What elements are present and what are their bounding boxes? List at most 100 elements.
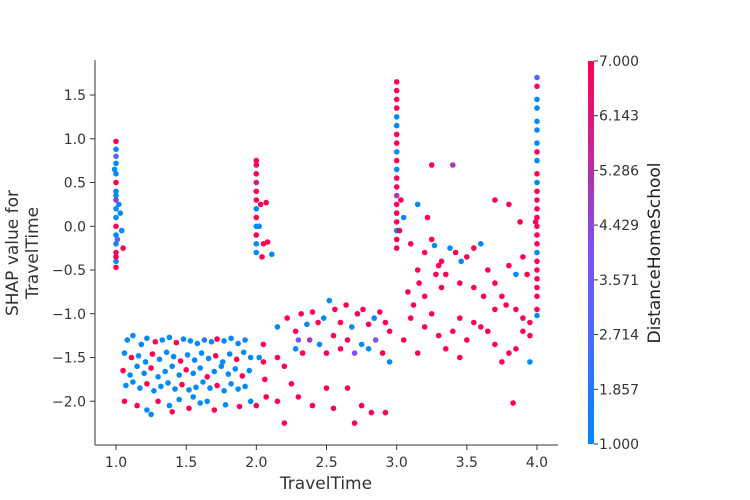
data-point (233, 356, 240, 363)
data-point (113, 197, 119, 203)
y-tick-label: −2.0 (52, 394, 86, 410)
data-point (218, 363, 225, 370)
data-point (211, 368, 218, 375)
data-point (393, 96, 400, 103)
data-point (253, 214, 260, 221)
data-point (113, 192, 119, 199)
data-point (534, 206, 540, 212)
data-point (520, 254, 526, 260)
y-tick-label: −1.5 (52, 351, 86, 367)
data-point (260, 241, 267, 247)
data-point (527, 319, 533, 326)
data-point (144, 335, 150, 342)
data-point (447, 245, 453, 251)
data-point (263, 394, 270, 400)
data-point (424, 214, 431, 221)
data-point (478, 324, 484, 330)
data-point (292, 328, 299, 335)
data-point (503, 302, 509, 308)
data-point (253, 188, 260, 195)
data-point (176, 396, 182, 403)
data-point (212, 353, 219, 359)
data-point (200, 379, 206, 385)
data-point (134, 402, 140, 409)
y-axis-label-line-1: SHAP value for (3, 190, 23, 316)
data-point (134, 363, 140, 370)
data-point (187, 338, 194, 344)
data-point (253, 157, 260, 164)
data-point (485, 267, 491, 273)
data-point (123, 382, 129, 389)
data-point (242, 337, 248, 343)
data-point (306, 337, 313, 343)
data-point (457, 315, 463, 321)
data-point (330, 405, 337, 412)
colorbar-tick-label: 7.000 (599, 54, 639, 70)
data-point (534, 188, 540, 195)
data-point (534, 249, 540, 256)
data-point (170, 353, 177, 360)
data-point (121, 398, 128, 405)
data-point (225, 371, 232, 377)
data-point (111, 166, 118, 173)
data-point (257, 201, 264, 208)
data-point (204, 374, 210, 380)
data-point (510, 400, 516, 406)
data-point (534, 83, 540, 90)
data-point (393, 201, 400, 208)
data-point (190, 394, 196, 400)
data-point (309, 402, 316, 409)
data-point (235, 340, 241, 347)
data-point (323, 385, 330, 391)
data-point (113, 188, 119, 195)
colorbar-tick-label: 3.571 (599, 273, 639, 289)
data-point (534, 157, 540, 164)
data-point (180, 336, 187, 342)
data-point (148, 365, 154, 371)
data-point (358, 341, 365, 348)
colorbar-tick-label: 6.143 (599, 109, 639, 125)
data-point (130, 332, 136, 339)
data-point (393, 157, 400, 164)
data-point (492, 197, 498, 203)
data-point (309, 309, 316, 315)
data-point (421, 249, 428, 256)
data-point (288, 381, 295, 387)
data-point (221, 388, 227, 394)
data-point (316, 341, 323, 348)
data-point (354, 311, 361, 317)
data-point (386, 328, 393, 335)
data-point (205, 355, 212, 362)
data-point (191, 357, 198, 363)
data-point (527, 359, 533, 365)
data-point (534, 171, 540, 177)
data-point (120, 245, 126, 251)
data-point (247, 354, 254, 361)
data-point (471, 245, 477, 251)
data-point (405, 289, 411, 295)
data-point (226, 351, 233, 357)
data-point (256, 354, 263, 361)
data-point (114, 236, 121, 243)
data-point (242, 383, 248, 390)
data-point (343, 302, 349, 308)
data-point (393, 79, 400, 85)
data-point (326, 297, 333, 304)
data-point (253, 402, 260, 409)
y-tick-label: 1.0 (64, 132, 86, 148)
data-point (398, 197, 404, 203)
data-point (152, 339, 159, 345)
data-point (492, 341, 498, 348)
colorbar-tick-label: 4.429 (599, 218, 639, 234)
data-point (414, 201, 421, 208)
data-point (393, 131, 400, 138)
data-point (458, 258, 465, 265)
data-point (534, 197, 540, 203)
colorbar-tick-label: 1.000 (599, 437, 639, 453)
data-point (421, 324, 428, 330)
data-point (149, 351, 156, 357)
data-point (492, 306, 498, 313)
data-point (485, 328, 491, 335)
data-point (256, 223, 263, 230)
data-point (246, 367, 253, 374)
